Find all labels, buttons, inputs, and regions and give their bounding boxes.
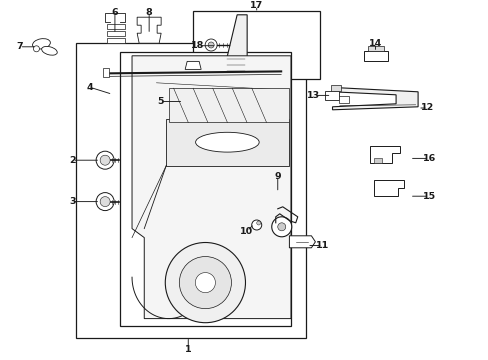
- Text: 6: 6: [111, 8, 118, 17]
- Circle shape: [256, 221, 260, 225]
- Ellipse shape: [41, 46, 57, 55]
- Text: 8: 8: [145, 8, 152, 17]
- Bar: [363, 51, 387, 61]
- Text: 9: 9: [274, 172, 281, 181]
- Polygon shape: [137, 17, 161, 43]
- Circle shape: [277, 223, 285, 231]
- Circle shape: [251, 220, 261, 230]
- Polygon shape: [289, 236, 315, 248]
- Polygon shape: [166, 119, 288, 166]
- Bar: [102, 68, 108, 77]
- Circle shape: [100, 155, 110, 165]
- Text: 10: 10: [240, 227, 253, 235]
- Ellipse shape: [33, 39, 50, 49]
- Polygon shape: [132, 56, 290, 319]
- Bar: [325, 91, 339, 100]
- Text: 5: 5: [157, 97, 163, 106]
- Text: 2: 2: [69, 156, 76, 165]
- Bar: [339, 96, 349, 103]
- Ellipse shape: [195, 132, 259, 152]
- Bar: [107, 38, 124, 43]
- Circle shape: [96, 193, 114, 211]
- Circle shape: [195, 273, 215, 293]
- Polygon shape: [332, 88, 417, 110]
- Text: 15: 15: [422, 192, 435, 201]
- Bar: [76, 43, 305, 338]
- Circle shape: [179, 257, 231, 309]
- Circle shape: [205, 39, 217, 51]
- Text: 14: 14: [368, 39, 382, 48]
- Polygon shape: [369, 147, 399, 163]
- Text: 11: 11: [315, 241, 329, 250]
- Text: 4: 4: [86, 83, 93, 91]
- Bar: [107, 24, 124, 29]
- Polygon shape: [373, 180, 404, 196]
- Text: 13: 13: [307, 91, 320, 100]
- Polygon shape: [168, 88, 288, 122]
- Bar: [107, 31, 124, 36]
- Text: 12: 12: [420, 104, 434, 112]
- Text: 1: 1: [184, 345, 191, 354]
- Circle shape: [208, 42, 214, 48]
- Bar: [373, 158, 381, 163]
- Text: 17: 17: [249, 1, 263, 10]
- Bar: [367, 46, 383, 51]
- Text: 16: 16: [422, 154, 435, 163]
- Text: 7: 7: [16, 42, 23, 51]
- Circle shape: [165, 243, 245, 323]
- Polygon shape: [120, 52, 290, 326]
- Bar: [331, 85, 341, 91]
- Circle shape: [96, 151, 114, 169]
- Text: 18: 18: [191, 41, 204, 50]
- Polygon shape: [185, 62, 201, 69]
- Bar: [193, 11, 320, 79]
- Text: 3: 3: [69, 197, 76, 206]
- Circle shape: [100, 197, 110, 207]
- Polygon shape: [224, 15, 246, 75]
- Circle shape: [33, 46, 40, 52]
- Circle shape: [271, 217, 291, 237]
